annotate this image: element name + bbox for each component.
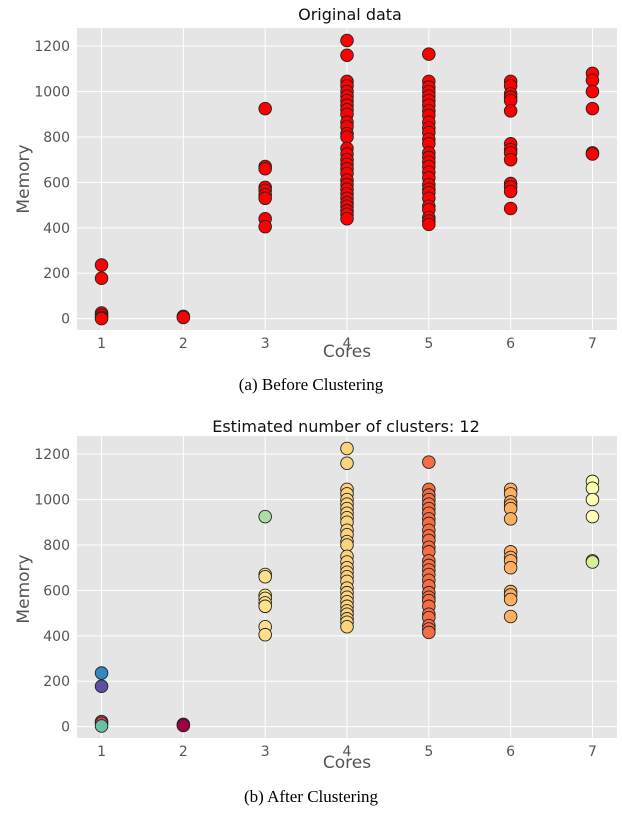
y-tick-label: 400 (43, 221, 70, 237)
data-point (340, 48, 354, 62)
data-point (503, 592, 518, 607)
x-tick-label: 1 (97, 336, 106, 352)
data-point (258, 162, 272, 176)
data-point (585, 101, 600, 116)
data-point (258, 101, 272, 116)
data-point (503, 560, 518, 575)
data-point (585, 492, 600, 507)
x-tick-label: 5 (424, 744, 433, 760)
data-point (258, 509, 272, 524)
y-tick-label: 0 (61, 720, 70, 736)
x-tick-label: 2 (179, 336, 188, 352)
x-tick-label: 1 (97, 744, 106, 760)
data-point (340, 456, 354, 470)
x-tick-label: 4 (343, 744, 352, 760)
data-point (340, 619, 354, 634)
data-points (94, 441, 600, 733)
data-point (503, 184, 518, 199)
data-point (94, 719, 109, 733)
data-point (422, 625, 436, 640)
data-point (340, 538, 354, 552)
data-point (258, 570, 272, 584)
data-point (340, 33, 354, 48)
data-point (585, 84, 600, 99)
y-tick-label: 200 (43, 674, 70, 690)
y-ticks: 0 200 400 600 800 1000 1200 (34, 447, 70, 735)
panel-after-clustering: Estimated number of clusters: 12 0 200 400… (14, 417, 617, 806)
data-point (176, 310, 191, 325)
x-tick-label: 3 (261, 744, 270, 760)
y-tick-label: 400 (43, 629, 70, 645)
data-point (340, 130, 354, 144)
chart-title: Original data (298, 5, 402, 24)
data-point (585, 555, 600, 569)
x-tick-label: 4 (343, 336, 352, 352)
y-axis-label: Memory (14, 554, 34, 623)
data-point (422, 217, 436, 232)
data-point (503, 201, 518, 216)
y-axis-label: Memory (14, 144, 34, 213)
data-point (503, 512, 518, 526)
data-point (503, 152, 518, 167)
x-tick-label: 7 (588, 336, 597, 352)
x-tick-label: 5 (424, 336, 433, 352)
data-point (258, 219, 272, 234)
x-tick-label: 7 (588, 744, 597, 760)
x-tick-label: 6 (506, 336, 515, 352)
data-point (422, 455, 436, 469)
data-point (94, 258, 109, 272)
data-point (340, 211, 354, 226)
data-point (258, 599, 272, 614)
data-point (258, 191, 272, 206)
y-tick-label: 200 (43, 266, 70, 282)
y-tick-label: 1000 (34, 493, 70, 509)
y-tick-label: 0 (61, 312, 70, 328)
data-point (94, 311, 109, 326)
y-tick-label: 600 (43, 583, 70, 599)
y-tick-label: 600 (43, 175, 70, 191)
data-point (503, 609, 518, 624)
data-point (176, 718, 191, 733)
panel-before-clustering: Original data 0 200 400 600 800 1000 1200 1 2 3 4… (14, 5, 617, 394)
caption: (b) After Clustering (244, 787, 379, 806)
y-tick-label: 1200 (34, 447, 70, 463)
x-tick-label: 3 (261, 336, 270, 352)
caption: (a) Before Clustering (239, 375, 384, 394)
x-tick-label: 2 (179, 744, 188, 760)
x-axis-label: Cores (323, 342, 371, 362)
chart-title: Estimated number of clusters: 12 (212, 417, 480, 436)
data-point (422, 47, 436, 61)
x-axis-label: Cores (323, 753, 371, 773)
data-point (94, 666, 109, 680)
x-tick-label: 6 (506, 744, 515, 760)
data-point (585, 147, 600, 161)
data-point (94, 679, 109, 693)
x-ticks: 1 2 3 4 5 6 7 (97, 744, 597, 760)
data-point (94, 271, 109, 285)
y-ticks: 0 200 400 600 800 1000 1200 (34, 39, 70, 327)
data-point (585, 73, 600, 87)
data-points (94, 33, 600, 326)
data-point (585, 481, 600, 495)
data-point (258, 627, 272, 642)
y-tick-label: 800 (43, 538, 70, 554)
data-point (340, 441, 354, 456)
data-point (585, 509, 600, 524)
y-tick-label: 1200 (34, 39, 70, 55)
x-ticks: 1 2 3 4 5 6 7 (97, 336, 597, 352)
y-tick-label: 1000 (34, 85, 70, 101)
y-tick-label: 800 (43, 130, 70, 146)
data-point (503, 104, 518, 118)
